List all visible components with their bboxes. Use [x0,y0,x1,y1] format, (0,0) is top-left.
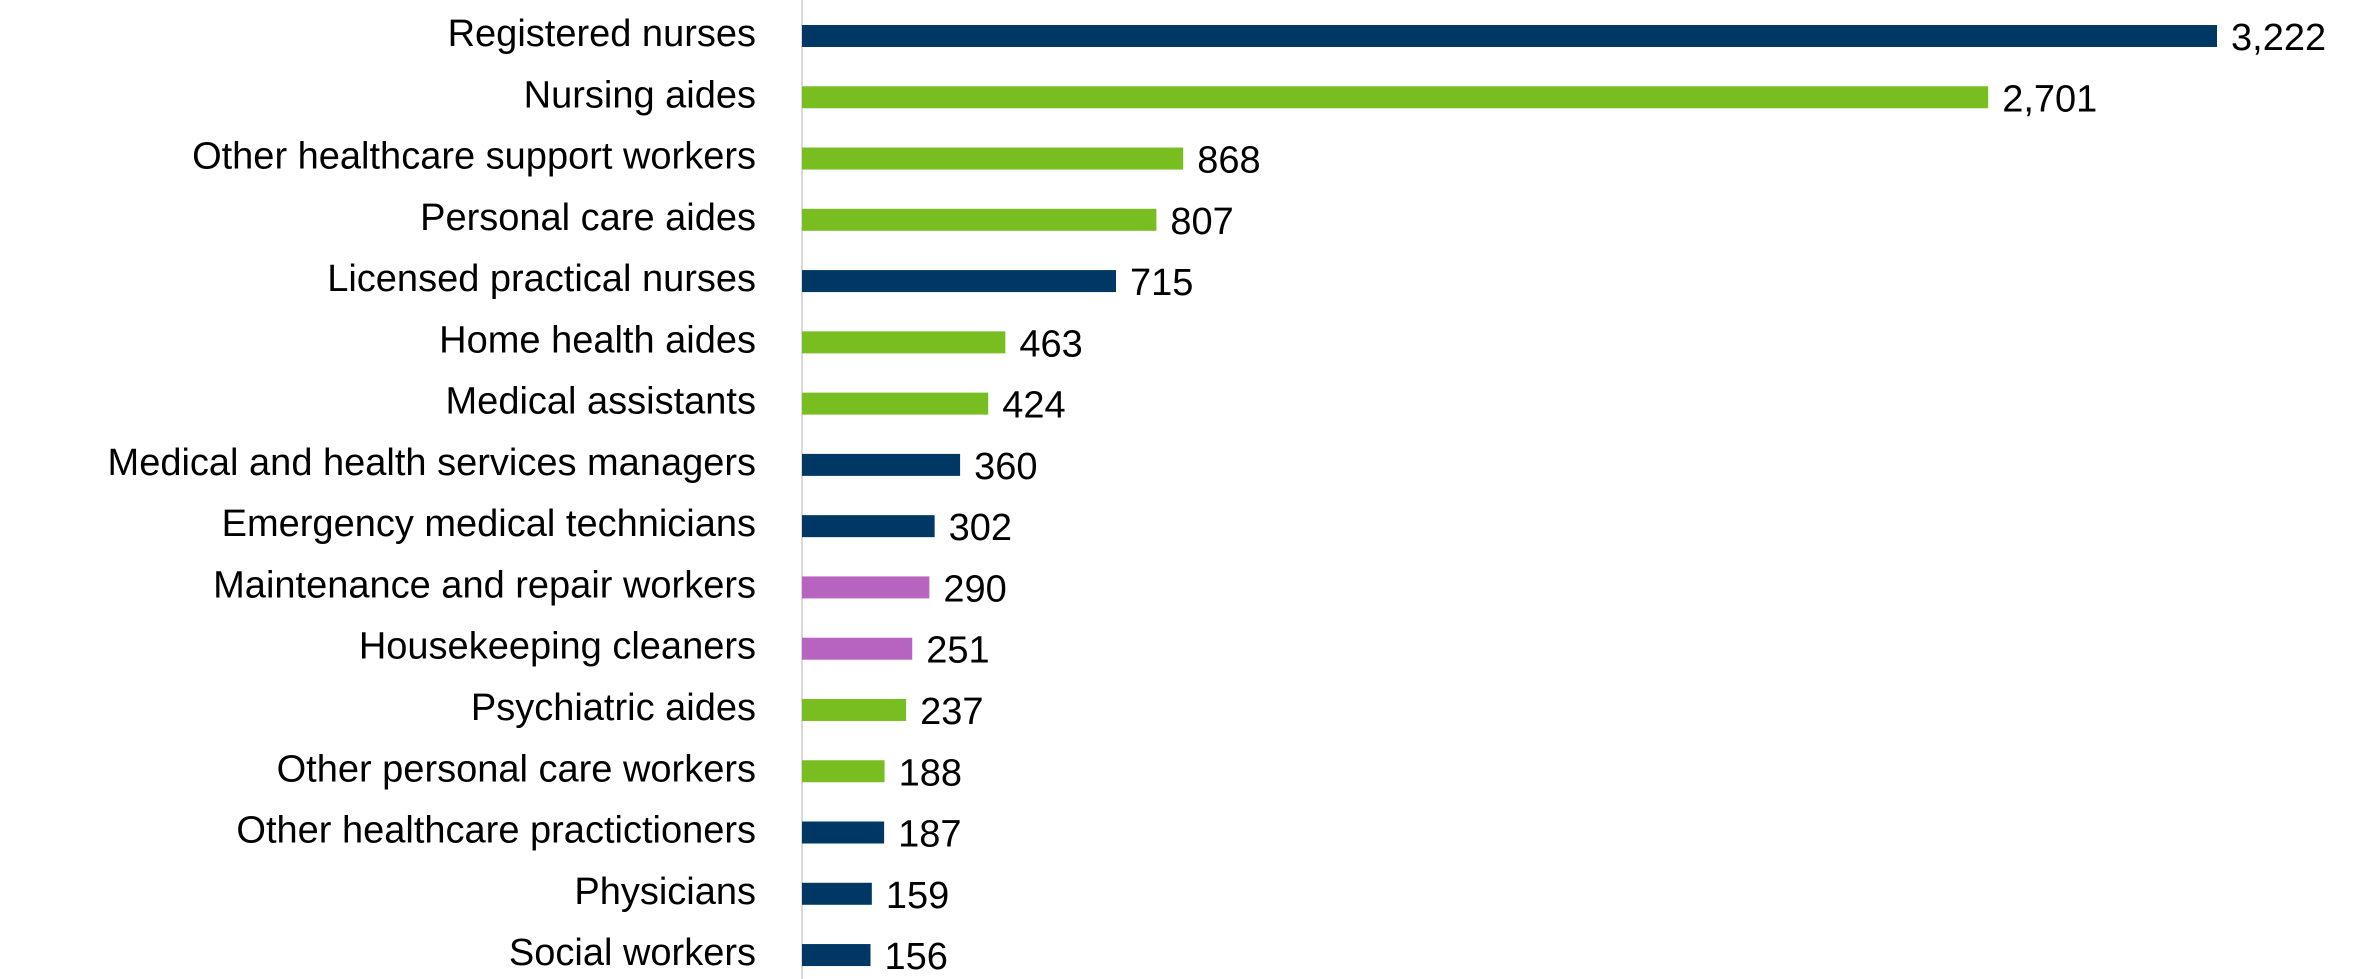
y-tick-label: Psychiatric aides [471,687,756,729]
bar [802,270,1117,293]
y-tick-label: Home health aides [439,319,756,361]
data-label: 237 [920,691,983,733]
data-label: 188 [899,752,962,794]
bar [802,86,1989,109]
bar [802,208,1157,231]
data-label: 868 [1197,140,1260,182]
bar [802,821,885,844]
bar [802,392,989,415]
data-label: 807 [1170,201,1233,243]
bar [802,637,913,660]
bar [802,147,1184,170]
y-tick-label: Housekeeping cleaners [359,626,756,668]
y-tick-label: Maintenance and repair workers [213,564,756,606]
bar [802,944,871,967]
y-tick-label: Personal care aides [420,197,756,239]
y-tick-label: Other personal care workers [277,748,756,790]
data-label: 360 [974,446,1037,488]
data-label: 302 [949,507,1012,549]
data-label: 463 [1019,323,1082,365]
data-label: 3,222 [2231,17,2326,59]
y-tick-label: Other healthcare practictioners [236,810,756,852]
y-tick-label: Registered nurses [448,13,756,55]
y-tick-label: Medical and health services managers [108,442,756,484]
y-tick-label: Medical assistants [446,381,756,423]
bar [802,882,872,905]
data-label: 159 [886,875,949,917]
bar [802,760,885,783]
data-label: 251 [926,630,989,672]
data-label: 424 [1002,385,1065,427]
data-label: 156 [885,936,948,978]
data-label: 2,701 [2002,78,2097,120]
bar [802,576,930,599]
data-label: 715 [1130,262,1193,304]
bar [802,25,2217,47]
y-tick-label: Nursing aides [524,74,756,116]
data-label: 187 [898,814,961,856]
bar [802,453,961,476]
y-tick-label: Licensed practical nurses [327,258,756,300]
bar [802,515,935,538]
data-label: 290 [943,568,1006,610]
bar [802,331,1006,354]
y-tick-label: Other healthcare support workers [192,136,756,178]
y-tick-label: Physicians [574,871,756,913]
bar [802,698,907,721]
y-tick-label: Social workers [509,932,756,974]
y-tick-label: Emergency medical technicians [222,503,756,545]
